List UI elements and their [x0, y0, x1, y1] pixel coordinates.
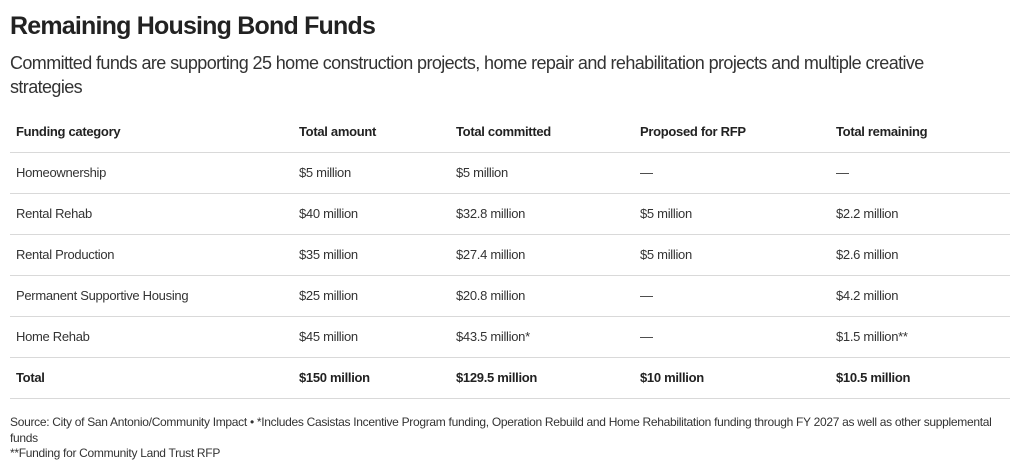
table-cell: $5 million	[640, 247, 692, 262]
table-cell: Permanent Supportive Housing	[16, 288, 189, 303]
column-header[interactable]: Total amount	[299, 124, 377, 139]
column-header[interactable]: Funding category	[16, 124, 121, 139]
table-cell: $45 million	[299, 329, 358, 344]
table-cell: —	[836, 165, 849, 180]
table-cell: $5 million	[640, 206, 692, 221]
table-cell: $27.4 million	[456, 247, 526, 262]
table-total-row: Total $150 million $129.5 million $10 milli…	[10, 358, 1010, 399]
table-cell: $32.8 million	[456, 206, 526, 221]
footer-notes: Source: City of San Antonio/Community Im…	[10, 415, 1015, 462]
funds-table: Funding category Total amount Total comm…	[10, 112, 1010, 399]
table-cell: Homeownership	[16, 165, 107, 180]
table-row: Rental Production $35 million $27.4 millio…	[10, 235, 1010, 276]
column-header[interactable]: Total committed	[456, 124, 551, 139]
table-cell: $10 million	[640, 370, 704, 385]
table-cell: $129.5 million	[456, 370, 538, 385]
table-row: Permanent Supportive Housing $25 million $…	[10, 276, 1010, 317]
table-header-row: Funding category Total amount Total comm…	[10, 112, 1010, 153]
table-cell: Total	[16, 370, 45, 385]
table-cell: Rental Production	[16, 247, 115, 262]
table-cell: Home Rehab	[16, 329, 90, 344]
table-cell: $2.2 million	[836, 206, 899, 221]
table-cell: —	[640, 165, 653, 180]
table-cell: $25 million	[299, 288, 358, 303]
table-row: Rental Rehab $40 million $32.8 million $5 m…	[10, 194, 1010, 235]
table-cell: $2.6 million	[836, 247, 899, 262]
table-cell: $43.5 million*	[456, 329, 530, 344]
table-cell: —	[640, 288, 653, 303]
table-cell: $1.5 million**	[836, 329, 908, 344]
table-cell: $150 million	[299, 370, 370, 385]
footnote: **Funding for Community Land Trust RFP	[10, 446, 221, 460]
chart-title: Remaining Housing Bond Funds	[10, 12, 376, 40]
table-cell: $4.2 million	[836, 288, 899, 303]
table-cell: $35 million	[299, 247, 358, 262]
table-cell: Rental Rehab	[16, 206, 92, 221]
table-cell: $40 million	[299, 206, 358, 221]
table-cell: $20.8 million	[456, 288, 526, 303]
table-cell: $5 million	[456, 165, 508, 180]
table-row: Homeownership $5 million $5 million — —	[10, 153, 1010, 194]
table-cell: —	[640, 329, 653, 344]
chart-subtitle: Committed funds are supporting 25 home c…	[10, 53, 924, 97]
table-row: Home Rehab $45 million $43.5 million* — $1.5…	[10, 317, 1010, 358]
column-header[interactable]: Proposed for RFP	[640, 124, 746, 139]
column-header[interactable]: Total remaining	[836, 124, 928, 139]
source-note: Source: City of San Antonio/Community Im…	[10, 415, 992, 445]
table-cell: $10.5 million	[836, 370, 911, 385]
table-cell: $5 million	[299, 165, 351, 180]
